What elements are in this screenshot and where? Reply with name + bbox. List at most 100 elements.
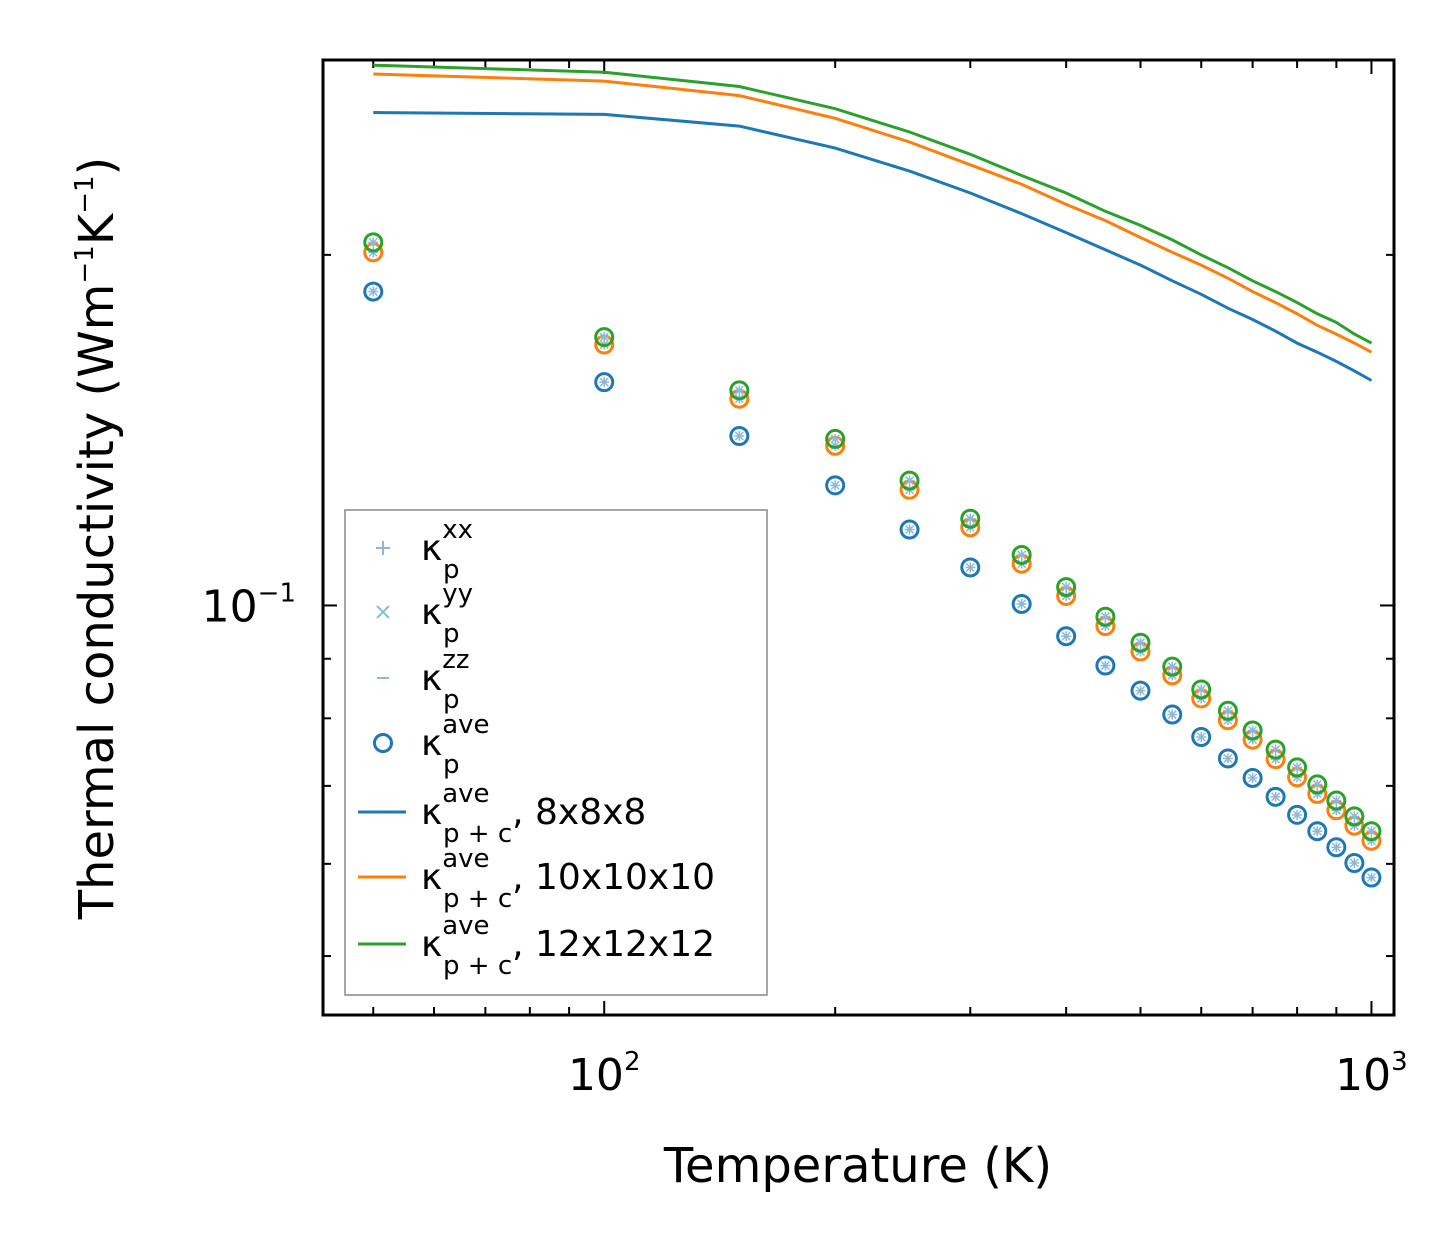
point-ave-circle: [1344, 852, 1365, 873]
point-yy-marker: [965, 562, 975, 573]
point-ave-circle: [363, 281, 384, 302]
point-ave-circle: [825, 428, 846, 449]
x-tick-label: 103: [1335, 1047, 1408, 1101]
data-point-12x12x12: [1217, 700, 1238, 721]
legend-item: κyy p: [376, 579, 473, 649]
point-yy-marker: [1167, 710, 1177, 720]
series-line-10x10x10: [373, 72, 1373, 354]
point-ave-circle: [1287, 804, 1308, 825]
data-point-8x8x8: [1191, 727, 1212, 748]
point-ave-circle: [1287, 757, 1308, 778]
point-yy-marker: [1331, 796, 1341, 806]
data-point-12x12x12: [1326, 790, 1347, 811]
legend-item: κave p + c, 10x10x10: [358, 844, 715, 914]
point-ave-circle: [1095, 655, 1116, 676]
point-ave-circle: [1130, 632, 1151, 653]
data-point-8x8x8: [1242, 767, 1263, 788]
legend-label: κxx p: [421, 515, 473, 585]
data-point-8x8x8: [363, 281, 384, 302]
data-point-12x12x12: [899, 470, 920, 491]
point-yy-marker: [734, 385, 744, 395]
point-yy-marker: [965, 514, 975, 524]
data-point-8x8x8: [1056, 626, 1077, 647]
point-yy-marker: [1271, 745, 1281, 755]
data-point-12x12x12: [1344, 806, 1365, 827]
point-yy-marker: [1223, 753, 1233, 763]
point-yy-marker: [1017, 550, 1027, 560]
point-ave-circle: [1265, 739, 1286, 760]
data-point-8x8x8: [1265, 786, 1286, 807]
point-yy-marker: [1349, 811, 1359, 821]
data-point-8x8x8: [1344, 852, 1365, 873]
data-point-12x12x12: [1287, 757, 1308, 778]
data-point-12x12x12: [1265, 739, 1286, 760]
point-ave-circle: [899, 519, 920, 540]
data-point-8x8x8: [1361, 867, 1382, 888]
plot-frame: [321, 58, 1396, 1017]
point-ave-circle: [1056, 577, 1077, 598]
legend-item: κave p + c, 12x12x12: [358, 911, 715, 981]
data-point-8x8x8: [825, 475, 846, 496]
point-yy-marker: [1223, 706, 1233, 716]
y-axis-title: Thermal conductivity (Wm−1K−1): [69, 157, 125, 921]
data-point-12x12x12: [1307, 774, 1328, 795]
data-point-8x8x8: [1130, 680, 1151, 701]
point-ave-circle: [729, 425, 750, 446]
point-yy-marker: [1100, 661, 1110, 671]
data-point-12x12x12: [825, 428, 846, 449]
point-yy-marker: [1271, 792, 1281, 802]
data-point-12x12x12: [960, 508, 981, 529]
point-yy-marker: [830, 434, 840, 444]
point-ave-circle: [594, 372, 615, 393]
y-tick-label: 10−1: [202, 578, 296, 632]
legend-label: κzz p: [421, 645, 470, 715]
legend-item: κave p: [373, 710, 490, 780]
data-point-12x12x12: [1162, 656, 1183, 677]
point-ave-circle: [960, 557, 981, 578]
legend-label: κave p + c, 8x8x8: [421, 779, 646, 849]
point-yy-marker: [368, 287, 378, 297]
point-ave-circle: [363, 232, 384, 253]
point-ave-circle: [594, 327, 615, 348]
point-yy-marker: [1312, 826, 1322, 836]
point-yy-marker: [1292, 762, 1302, 772]
point-yy-marker: [1167, 662, 1177, 672]
data-point-8x8x8: [729, 425, 750, 446]
legend-label: κave p: [421, 710, 490, 780]
point-yy-marker: [599, 332, 609, 342]
point-ave-circle: [1242, 720, 1263, 741]
series-lines: [373, 63, 1373, 382]
point-ave-circle: [1361, 821, 1382, 842]
point-yy-marker: [1196, 732, 1206, 742]
point-ave-circle: [1265, 786, 1286, 807]
data-point-8x8x8: [1095, 655, 1116, 676]
point-ave-circle: [1191, 727, 1212, 748]
point-ave-circle: [1242, 767, 1263, 788]
legend-box: [344, 509, 768, 996]
series-line-12x12x12: [373, 63, 1373, 345]
point-ave-circle: [1056, 626, 1077, 647]
y-axis-label: Thermal conductivity (Wm−1K−1): [69, 157, 125, 921]
point-yy-marker: [1312, 779, 1322, 789]
point-yy-marker: [1248, 773, 1258, 783]
point-ave-circle: [899, 470, 920, 491]
point-yy-marker: [1100, 612, 1110, 622]
point-yy-marker: [1366, 826, 1376, 836]
data-point-12x12x12: [1056, 577, 1077, 598]
data-point-8x8x8: [1326, 837, 1347, 858]
x-axis-title: Temperature (K): [663, 1138, 1052, 1194]
data-point-8x8x8: [1287, 804, 1308, 825]
point-yy-marker: [1349, 858, 1359, 868]
point-yy-marker: [1061, 631, 1071, 641]
data-point-12x12x12: [594, 327, 615, 348]
point-ave-circle: [1307, 821, 1328, 842]
point-ave-circle: [1095, 606, 1116, 627]
data-point-12x12x12: [729, 380, 750, 401]
data-point-12x12x12: [1095, 606, 1116, 627]
data-point-12x12x12: [1242, 720, 1263, 741]
point-yy-marker: [1135, 686, 1146, 696]
point-yy-marker: [599, 377, 609, 387]
data-point-8x8x8: [594, 372, 615, 393]
point-yy-marker: [1196, 684, 1206, 694]
